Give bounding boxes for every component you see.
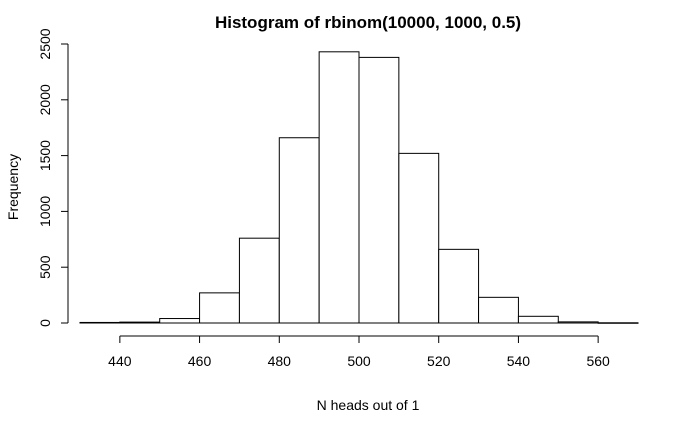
x-tick-label-560: 560 bbox=[586, 353, 610, 369]
bar-460-470 bbox=[199, 292, 240, 324]
bar-530-540 bbox=[478, 296, 519, 324]
bar-470-480 bbox=[238, 237, 280, 324]
y-tick-label-1500: 1500 bbox=[37, 140, 53, 171]
y-tick-label-0: 0 bbox=[37, 319, 53, 327]
y-axis: 0 500 1000 1500 2000 2500 bbox=[37, 28, 69, 327]
chart-title: Histogram of rbinom(10000, 1000, 0.5) bbox=[215, 13, 521, 32]
bar-510-520 bbox=[398, 152, 440, 324]
bar-540-550 bbox=[517, 315, 559, 324]
x-tick-label-440: 440 bbox=[108, 353, 132, 369]
x-tick-label-460: 460 bbox=[188, 353, 212, 369]
bar-450-460 bbox=[159, 318, 201, 324]
bar-480-490 bbox=[278, 137, 320, 324]
bar-520-530 bbox=[438, 248, 480, 324]
x-tick-label-480: 480 bbox=[268, 353, 292, 369]
bar-490-500 bbox=[318, 51, 360, 324]
x-tick-label-540: 540 bbox=[507, 353, 531, 369]
bar-550-560 bbox=[557, 321, 599, 324]
bar-500-510 bbox=[358, 56, 400, 324]
bar-560-570 bbox=[597, 322, 639, 324]
y-tick-label-2000: 2000 bbox=[37, 84, 53, 115]
y-tick-label-2500: 2500 bbox=[37, 28, 53, 59]
x-axis-label: N heads out of 1 bbox=[317, 397, 420, 413]
y-tick-label-1000: 1000 bbox=[37, 196, 53, 227]
x-tick-label-520: 520 bbox=[427, 353, 451, 369]
bar-430-440 bbox=[79, 321, 121, 324]
bar-440-450 bbox=[119, 321, 161, 324]
bars-group bbox=[79, 51, 639, 324]
y-tick-label-500: 500 bbox=[37, 255, 53, 279]
x-tick-label-500: 500 bbox=[347, 353, 371, 369]
x-axis: 440 460 480 500 520 540 560 bbox=[108, 335, 610, 369]
y-axis-label: Frequency bbox=[5, 154, 21, 220]
